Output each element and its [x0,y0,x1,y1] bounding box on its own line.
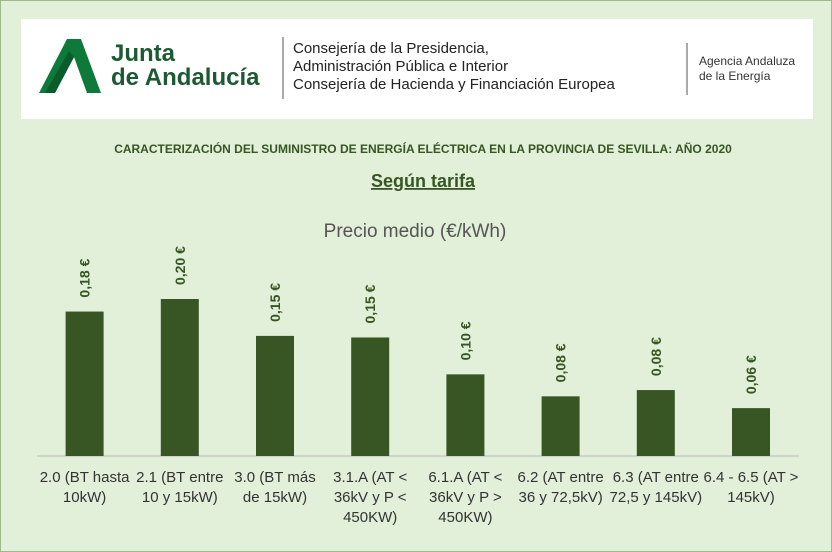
logo-text: Junta [111,40,176,67]
bar [351,337,390,456]
value-label: 0,08 € [553,343,569,382]
bar [541,396,580,456]
x-tick-label: 6.2 (AT entre 36 y 72,5kV) [517,469,604,506]
value-label: 0,20 € [172,246,188,285]
value-label: 0,10 € [457,321,473,360]
bar [732,408,770,456]
bar [65,311,104,456]
header-box [21,19,813,119]
value-label: 0,08 € [648,337,664,376]
value-label: 0,06 € [743,355,759,394]
x-tick-label: 6.1.A (AT < 36kV y P > 450KW) [428,469,503,526]
x-tick-label: 3.1.A (AT < 36kV y P < 450KW) [333,469,408,526]
x-tick-label: 3.0 (BT más de 15kW) [234,469,316,506]
x-tick-label: 6.3 (AT entre 72,5 y 145kV) [609,469,703,506]
value-label: 0,15 € [362,284,378,323]
value-label: 0,18 € [77,258,93,297]
bar [636,390,675,456]
bar [256,335,294,456]
value-label: 0,15 € [267,283,283,322]
bar [446,374,485,456]
department: Administración Pública e Interior [293,58,508,75]
heading: CARACTERIZACIÓN DEL SUMINISTRO DE ENERGÍ… [114,141,732,156]
chart-title: Precio medio (€/kWh) [324,221,507,242]
department: Consejería de Hacienda y Financiación Eu… [293,76,616,93]
logo-text: de Andalucía [111,64,260,91]
logo [39,39,101,93]
agency: Agencia Andaluza [699,54,795,68]
department: Consejería de la Presidencia, [293,40,489,57]
x-tick-label: 2.0 (BT hasta 10kW) [39,469,130,506]
bar [160,299,199,456]
x-tick-label: 2.1 (BT entre 10 y 15kW) [136,469,224,506]
subheading: Según tarifa [371,171,476,191]
x-tick-label: 6.4 - 6.5 (AT > 145kV) [703,469,799,506]
agency: de la Energía [699,69,771,83]
